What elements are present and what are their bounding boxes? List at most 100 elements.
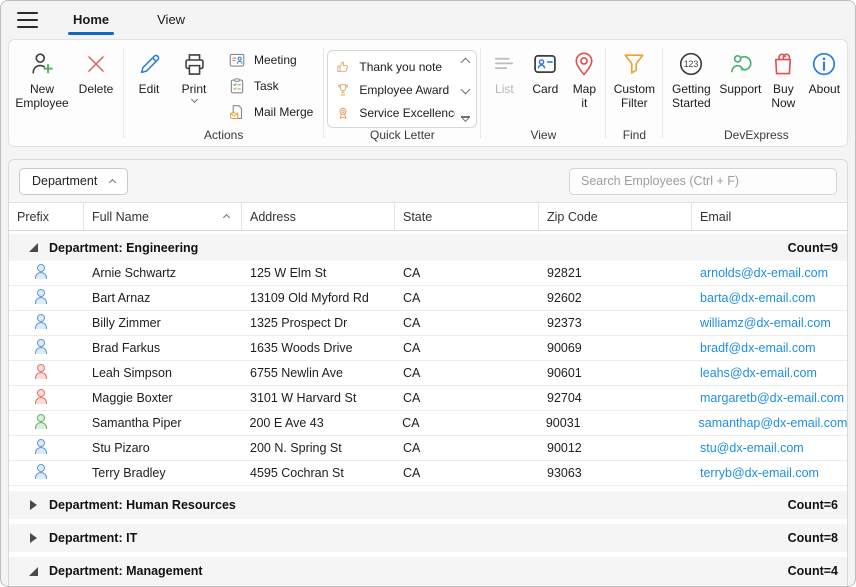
tab-home[interactable]: Home bbox=[67, 1, 115, 38]
svg-text:123: 123 bbox=[684, 59, 699, 69]
getting-started-button[interactable]: 123 Getting Started bbox=[666, 47, 716, 113]
group-row-it[interactable]: Department: IT Count=8 bbox=[9, 524, 847, 552]
table-row[interactable]: Billy Zimmer 1325 Prospect Dr CA 92373 w… bbox=[9, 311, 847, 336]
column-header-email[interactable]: Email bbox=[700, 209, 732, 224]
card-view-button[interactable]: Card bbox=[524, 47, 566, 98]
thank-you-note-label: Thank you note bbox=[359, 59, 443, 74]
new-employee-button[interactable]: New Employee bbox=[12, 47, 72, 113]
address-cell: 6755 Newlin Ave bbox=[250, 366, 343, 380]
email-link[interactable]: stu@dx-email.com bbox=[700, 441, 804, 455]
employee-grid: Department Prefix Full Name Address Stat… bbox=[8, 159, 848, 586]
buy-now-label: Buy Now bbox=[771, 82, 796, 111]
email-cell: williamz@dx-email.com bbox=[692, 316, 831, 330]
email-link[interactable]: arnolds@dx-email.com bbox=[700, 266, 829, 280]
table-row[interactable]: Stu Pizaro 200 N. Spring St CA 90012 stu… bbox=[9, 436, 847, 461]
group-by-panel: Department bbox=[9, 160, 847, 203]
collapse-group-icon[interactable] bbox=[22, 566, 44, 576]
ribbon-group-view: List Card bbox=[481, 40, 605, 146]
quick-letter-gallery: Thank you note Employee Award bbox=[327, 50, 478, 128]
gallery-scroll-up-icon[interactable] bbox=[460, 57, 471, 68]
about-icon bbox=[809, 49, 839, 79]
column-header-zip-code[interactable]: Zip Code bbox=[539, 203, 692, 230]
sort-ascending-icon bbox=[222, 213, 231, 222]
group-by-chip-department[interactable]: Department bbox=[19, 167, 129, 195]
thank-you-note-item[interactable]: Thank you note bbox=[335, 55, 455, 78]
gallery-scroll-down-icon[interactable] bbox=[460, 84, 471, 95]
email-link[interactable]: williamz@dx-email.com bbox=[700, 316, 831, 330]
email-cell: barta@dx-email.com bbox=[692, 291, 816, 305]
group-row-count: Count=8 bbox=[787, 531, 838, 545]
gallery-scroll-controls bbox=[455, 51, 476, 127]
buy-now-button[interactable]: Buy Now bbox=[764, 47, 802, 113]
custom-filter-button[interactable]: Custom Filter bbox=[609, 47, 659, 113]
column-header-address[interactable]: Address bbox=[242, 203, 395, 230]
email-link[interactable]: bradf@dx-email.com bbox=[700, 341, 816, 355]
tab-view[interactable]: View bbox=[157, 12, 186, 27]
state-cell: CA bbox=[403, 341, 421, 355]
search-input[interactable] bbox=[569, 167, 837, 195]
gallery-dropdown-icon[interactable] bbox=[461, 114, 471, 123]
email-link[interactable]: margaretb@dx-email.com bbox=[700, 391, 844, 405]
prefix-cell bbox=[9, 364, 84, 382]
address-cell: 1635 Woods Drive bbox=[250, 341, 353, 355]
about-button[interactable]: About bbox=[802, 47, 846, 98]
meeting-button[interactable]: Meeting bbox=[223, 48, 318, 71]
list-view-button: List bbox=[484, 47, 524, 98]
address-cell: 13109 Old Myford Rd bbox=[250, 291, 369, 305]
email-link[interactable]: barta@dx-email.com bbox=[700, 291, 816, 305]
print-button[interactable]: Print bbox=[171, 47, 217, 104]
group-row-management[interactable]: Department: Management Count=4 bbox=[9, 557, 847, 585]
collapse-group-icon[interactable] bbox=[22, 243, 44, 252]
support-label: Support bbox=[719, 82, 762, 96]
group-row-human-resources[interactable]: Department: Human Resources Count=6 bbox=[9, 491, 847, 519]
support-button[interactable]: Support bbox=[716, 47, 764, 98]
mail-merge-button[interactable]: Mail Merge bbox=[223, 100, 318, 123]
email-link[interactable]: leahs@dx-email.com bbox=[700, 366, 817, 380]
person-icon bbox=[34, 314, 48, 329]
expand-group-icon[interactable] bbox=[22, 533, 44, 543]
zip-cell: 90031 bbox=[545, 416, 581, 430]
email-cell: arnolds@dx-email.com bbox=[692, 266, 828, 280]
email-cell: samanthap@dx-email.com bbox=[691, 416, 848, 430]
task-label: Task bbox=[254, 78, 279, 93]
email-link[interactable]: terryb@dx-email.com bbox=[700, 466, 819, 480]
table-row[interactable]: Maggie Boxter 3101 W Harvard St CA 92704… bbox=[9, 386, 847, 411]
mail-merge-label: Mail Merge bbox=[254, 104, 314, 119]
about-label: About bbox=[808, 82, 841, 96]
prefix-cell bbox=[9, 289, 84, 307]
prefix-cell bbox=[9, 314, 84, 332]
table-row[interactable]: Terry Bradley 4595 Cochran St CA 93063 t… bbox=[9, 461, 847, 486]
table-row[interactable]: Samantha Piper 200 E Ave 43 CA 90031 sam… bbox=[9, 411, 847, 436]
task-icon bbox=[228, 77, 246, 95]
service-excellence-label: Service Excellence bbox=[359, 105, 456, 120]
mail-merge-icon bbox=[228, 103, 246, 121]
table-row[interactable]: Bart Arnaz 13109 Old Myford Rd CA 92602 … bbox=[9, 286, 847, 311]
edit-label: Edit bbox=[138, 82, 160, 96]
full-name-cell: Maggie Boxter bbox=[92, 391, 173, 405]
map-it-button[interactable]: Map it bbox=[566, 47, 602, 113]
employee-award-label: Employee Award bbox=[359, 82, 450, 97]
person-icon bbox=[34, 464, 48, 479]
hamburger-menu-icon[interactable] bbox=[17, 11, 38, 28]
column-header-full-name[interactable]: Full Name bbox=[84, 203, 242, 230]
service-excellence-item[interactable]: Service Excellence bbox=[335, 101, 455, 124]
meeting-label: Meeting bbox=[254, 52, 297, 67]
table-row[interactable]: Leah Simpson 6755 Newlin Ave CA 90601 le… bbox=[9, 361, 847, 386]
column-header-state[interactable]: State bbox=[395, 203, 539, 230]
ribbon-group-caption: Quick Letter bbox=[370, 128, 435, 142]
email-link[interactable]: samanthap@dx-email.com bbox=[698, 416, 848, 430]
person-icon bbox=[34, 389, 48, 404]
getting-started-label: Getting Started bbox=[672, 82, 711, 111]
edit-button[interactable]: Edit bbox=[127, 47, 171, 98]
task-button[interactable]: Task bbox=[223, 74, 318, 97]
employee-award-item[interactable]: Employee Award bbox=[335, 78, 455, 101]
column-header-prefix[interactable]: Prefix bbox=[9, 203, 84, 230]
delete-icon bbox=[81, 49, 111, 79]
delete-button[interactable]: Delete bbox=[72, 47, 120, 98]
group-row-engineering[interactable]: Department: Engineering Count=9 bbox=[9, 234, 847, 261]
expand-group-icon[interactable] bbox=[22, 500, 44, 510]
state-cell: CA bbox=[403, 391, 421, 405]
table-row[interactable]: Arnie Schwartz 125 W Elm St CA 92821 arn… bbox=[9, 261, 847, 286]
table-row[interactable]: Brad Farkus 1635 Woods Drive CA 90069 br… bbox=[9, 336, 847, 361]
